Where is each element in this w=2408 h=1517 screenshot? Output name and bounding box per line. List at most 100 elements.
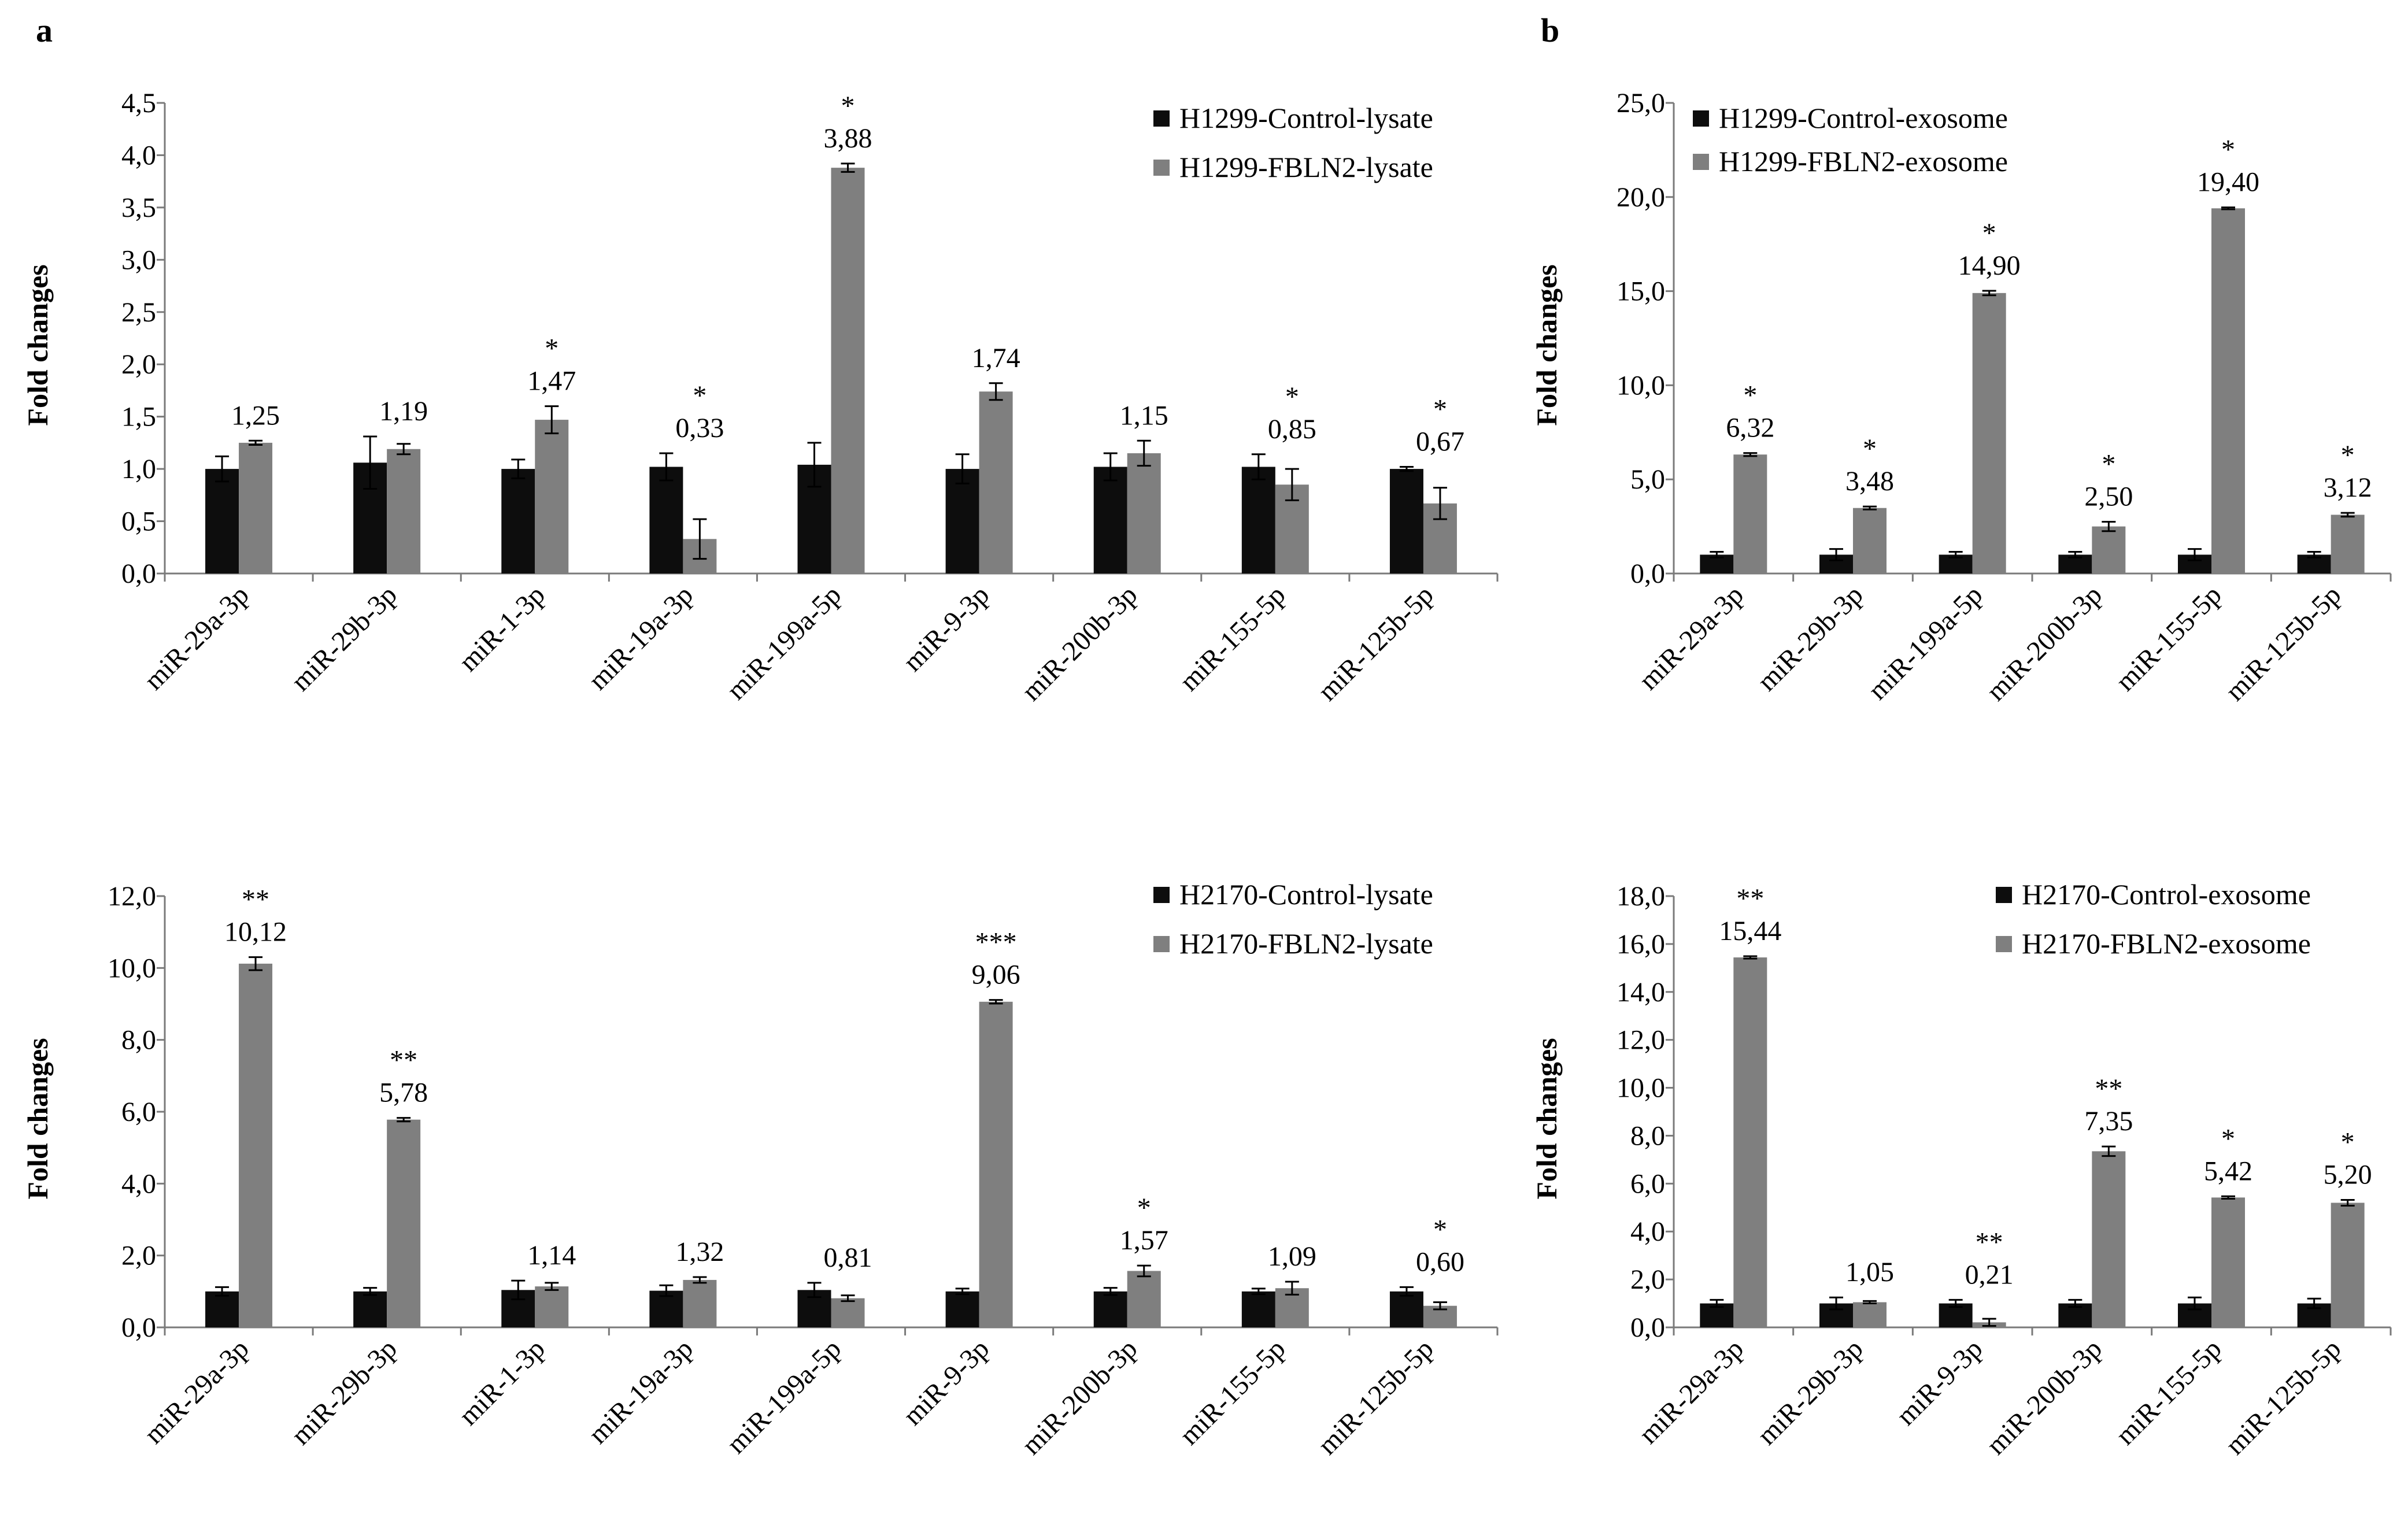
bar-control-mir-29a-3p — [205, 1291, 239, 1327]
significance-mir-125b-5p: * — [2341, 440, 2355, 471]
category-label-mir-29b-3p: miR-29b-3p — [286, 579, 403, 697]
y-tick-label: 10,0 — [1617, 1073, 1665, 1104]
data-label-mir-155-5p: 1,09 — [1268, 1241, 1316, 1272]
bar-control-mir-155-5p — [1241, 1291, 1275, 1327]
significance-mir-155-5p: * — [2221, 1123, 2235, 1154]
significance-mir-199a-5p: * — [1982, 218, 1996, 249]
bar-control-mir-29b-3p — [353, 1291, 387, 1327]
bar-fbln2-mir-125b-5p — [2331, 515, 2365, 574]
bar-control-mir-125b-5p — [1389, 1291, 1423, 1327]
bar-fbln2-mir-29a-3p — [239, 963, 273, 1327]
category-label-mir-29b-3p: miR-29b-3p — [286, 1333, 403, 1451]
significance-mir-200b-3p: * — [1137, 1193, 1151, 1223]
y-axis-title: Fold changes — [21, 1038, 54, 1199]
bar-fbln2-mir-29b-3p — [387, 1119, 421, 1327]
y-tick-label: 8,0 — [1630, 1120, 1665, 1151]
data-label-mir-155-5p: 5,42 — [2204, 1156, 2252, 1186]
data-label-mir-9-3p: 9,06 — [972, 960, 1020, 990]
bar-fbln2-mir-155-5p — [2211, 1197, 2245, 1327]
bar-fbln2-mir-29b-3p — [387, 449, 421, 574]
bar-fbln2-mir-9-3p — [979, 391, 1013, 574]
data-label-mir-29b-3p: 3,48 — [1845, 466, 1894, 497]
significance-mir-125b-5p: * — [1433, 394, 1447, 424]
significance-mir-29a-3p: * — [1743, 380, 1757, 411]
y-tick-label: 4,0 — [1630, 1216, 1665, 1247]
y-axis-title: Fold changes — [1530, 1038, 1563, 1199]
bar-fbln2-mir-1-3p — [535, 1286, 569, 1327]
significance-mir-29a-3p: ** — [242, 885, 269, 915]
y-tick-label: 12,0 — [108, 881, 156, 912]
category-label-mir-155-5p: miR-155-5p — [2110, 1333, 2227, 1451]
legend-label-h1299-fbln2-lysate: H1299-FBLN2-lysate — [1179, 151, 1433, 183]
significance-mir-125b-5p: * — [2341, 1127, 2355, 1158]
significance-mir-155-5p: * — [2221, 135, 2235, 165]
legend-label-h1299-fbln2-exosome: H1299-FBLN2-exosome — [1719, 145, 2008, 177]
bar-control-mir-200b-3p — [1093, 1291, 1127, 1327]
category-label-mir-125b-5p: miR-125b-5p — [1312, 1333, 1439, 1460]
significance-mir-200b-3p: ** — [2095, 1074, 2122, 1104]
category-label-mir-29b-3p: miR-29b-3p — [1751, 579, 1869, 697]
category-label-mir-155-5p: miR-155-5p — [1174, 1333, 1291, 1451]
bar-fbln2-mir-9-3p — [979, 1001, 1013, 1327]
bar-fbln2-mir-199a-5p — [831, 1298, 865, 1327]
significance-mir-29a-3p: ** — [1736, 883, 1764, 914]
category-label-mir-9-3p: miR-9-3p — [897, 579, 995, 677]
y-tick-label: 3,0 — [121, 245, 156, 275]
category-label-mir-29b-3p: miR-29b-3p — [1751, 1333, 1869, 1451]
bar-control-mir-125b-5p — [1389, 469, 1423, 574]
bar-fbln2-mir-155-5p — [2211, 208, 2245, 574]
category-label-mir-125b-5p: miR-125b-5p — [1312, 579, 1439, 706]
bar-control-mir-19a-3p — [649, 467, 683, 574]
data-label-mir-125b-5p: 0,67 — [1416, 426, 1464, 457]
bar-fbln2-mir-1-3p — [535, 420, 569, 574]
category-label-mir-29a-3p: miR-29a-3p — [138, 1333, 255, 1450]
y-tick-label: 0,0 — [1630, 558, 1665, 589]
data-label-mir-9-3p: 1,74 — [972, 343, 1020, 373]
significance-mir-155-5p: * — [1285, 382, 1299, 412]
bar-control-mir-200b-3p — [1093, 467, 1127, 574]
data-label-mir-19a-3p: 1,32 — [675, 1237, 724, 1267]
category-label-mir-200b-3p: miR-200b-3p — [1016, 579, 1143, 706]
data-label-mir-29b-3p: 5,78 — [379, 1078, 428, 1108]
data-label-mir-199a-5p: 0,81 — [824, 1242, 872, 1273]
data-label-mir-125b-5p: 0,60 — [1416, 1246, 1464, 1277]
y-tick-label: 6,0 — [1630, 1168, 1665, 1199]
y-tick-label: 10,0 — [108, 953, 156, 983]
category-label-mir-29a-3p: miR-29a-3p — [1633, 579, 1750, 696]
legend-label-h1299-control-lysate: H1299-Control-lysate — [1179, 102, 1433, 134]
y-axis-title: Fold changes — [21, 264, 54, 426]
legend-swatch-h2170-fbln2-exosome — [1996, 936, 2012, 952]
y-tick-label: 18,0 — [1617, 881, 1665, 912]
y-tick-label: 14,0 — [1617, 977, 1665, 1008]
y-tick-label: 5,0 — [1630, 464, 1665, 495]
legend-label-h1299-control-exosome: H1299-Control-exosome — [1719, 102, 2008, 134]
legend-swatch-h1299-fbln2-exosome — [1693, 154, 1709, 170]
data-label-mir-19a-3p: 0,33 — [675, 413, 724, 443]
y-tick-label: 2,0 — [121, 1241, 156, 1271]
data-label-mir-9-3p: 0,21 — [1965, 1259, 2014, 1290]
category-label-mir-199a-5p: miR-199a-5p — [721, 579, 847, 705]
significance-mir-29b-3p: ** — [390, 1045, 417, 1076]
significance-mir-199a-5p: * — [841, 91, 855, 121]
data-label-mir-200b-3p: 1,57 — [1120, 1225, 1168, 1256]
bar-control-mir-1-3p — [501, 469, 535, 574]
data-label-mir-29b-3p: 1,05 — [1845, 1257, 1894, 1287]
category-label-mir-9-3p: miR-9-3p — [1891, 1333, 1988, 1431]
category-label-mir-199a-5p: miR-199a-5p — [1862, 579, 1988, 705]
bar-fbln2-mir-199a-5p — [1972, 293, 2006, 574]
bar-fbln2-mir-29a-3p — [239, 442, 273, 574]
category-label-mir-200b-3p: miR-200b-3p — [1981, 579, 2108, 706]
category-label-mir-9-3p: miR-9-3p — [897, 1333, 995, 1431]
y-tick-label: 10,0 — [1617, 370, 1665, 401]
y-tick-label: 4,5 — [121, 88, 156, 119]
bar-control-mir-9-3p — [945, 469, 979, 574]
bar-fbln2-mir-200b-3p — [1127, 1271, 1161, 1327]
data-label-mir-199a-5p: 14,90 — [1958, 250, 2021, 281]
significance-mir-9-3p: *** — [975, 927, 1017, 958]
category-label-mir-29a-3p: miR-29a-3p — [1633, 1333, 1750, 1450]
significance-mir-125b-5p: * — [1433, 1214, 1447, 1245]
y-tick-label: 12,0 — [1617, 1025, 1665, 1056]
data-label-mir-125b-5p: 5,20 — [2324, 1160, 2372, 1190]
category-label-mir-200b-3p: miR-200b-3p — [1981, 1333, 2108, 1460]
